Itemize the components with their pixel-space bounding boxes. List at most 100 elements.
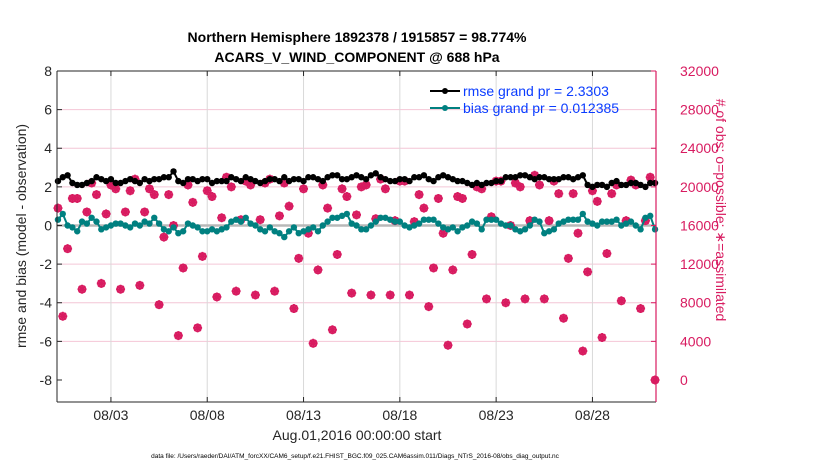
- rmse-point: [242, 174, 249, 181]
- obs-assimilated-marker: [462, 319, 472, 329]
- rmse-point: [420, 172, 428, 179]
- rmse-point: [372, 170, 379, 177]
- obs-count-point: [202, 186, 212, 196]
- bias-point: [473, 220, 481, 227]
- obs-count-point: [135, 280, 145, 290]
- bias-point: [401, 222, 408, 229]
- rmse-point: [117, 179, 124, 187]
- rmse-point: [237, 177, 245, 185]
- rmse-point: [589, 183, 596, 191]
- bias-point: [242, 214, 249, 221]
- obs-count-point: [294, 253, 304, 263]
- bias-point: [598, 218, 606, 225]
- rmse-point: [247, 175, 254, 183]
- grid: [57, 71, 656, 402]
- obs-assimilated-marker: [472, 182, 482, 192]
- rmse-point: [199, 175, 206, 183]
- y-tick-label-left: 0: [44, 217, 52, 233]
- bias-point: [637, 226, 644, 233]
- obs-assimilated-marker: [616, 296, 626, 306]
- bias-point: [613, 216, 620, 223]
- rmse-point: [271, 175, 278, 183]
- rmse-point: [449, 175, 457, 183]
- bias-point: [430, 216, 437, 223]
- rmse-point: [78, 181, 86, 189]
- obs-assimilated-marker: [352, 210, 361, 220]
- obs-assimilated-marker: [645, 172, 655, 182]
- bias-point: [237, 218, 245, 225]
- bias-point: [102, 224, 110, 231]
- rmse-point: [98, 175, 105, 183]
- obs-assimilated-marker: [453, 192, 463, 202]
- obs-count-point: [274, 211, 284, 221]
- rmse-point: [358, 174, 365, 181]
- x-tick-label: 08/23: [479, 407, 514, 423]
- rmse-point: [165, 174, 172, 181]
- obs-count-point: [255, 215, 265, 225]
- rmse-point: [155, 175, 163, 183]
- obs-assimilated-marker: [125, 186, 135, 196]
- rmse-point: [425, 175, 432, 183]
- rmse-point: [329, 172, 336, 179]
- bias-point: [555, 220, 562, 227]
- bias-point: [497, 220, 505, 227]
- bias-point: [285, 228, 293, 235]
- bias-point: [377, 214, 384, 221]
- obs-assimilated-marker: [438, 228, 448, 238]
- obs-assimilated-marker: [515, 182, 525, 192]
- bias-point: [454, 228, 461, 235]
- rmse-point: [598, 181, 606, 189]
- bias-point: [175, 230, 182, 237]
- obs-count-point: [207, 192, 217, 202]
- rmse-point: [439, 172, 447, 179]
- obs-assimilated-marker: [111, 184, 121, 194]
- rmse-point: [324, 174, 331, 181]
- rmse-point: [415, 174, 423, 181]
- bias-point: [179, 228, 187, 235]
- x-axis-label: Aug.01,2016 00:00:00 start: [273, 427, 442, 443]
- bias-point: [420, 216, 428, 223]
- obs-assimilated-marker: [583, 267, 593, 277]
- obs-assimilated-marker: [554, 189, 564, 199]
- obs-assimilated-marker: [217, 213, 227, 223]
- bias-point: [362, 226, 370, 233]
- bias-point: [69, 224, 76, 231]
- bias-point: [141, 218, 148, 225]
- bias-point: [387, 216, 394, 223]
- obs-count-point: [299, 184, 309, 194]
- obs-assimilated-marker: [409, 217, 419, 227]
- obs-assimilated-marker: [77, 284, 87, 294]
- obs-assimilated-marker: [366, 290, 376, 300]
- bias-point: [314, 228, 322, 235]
- obs-count-point: [554, 189, 564, 199]
- obs-assimilated-marker: [530, 170, 540, 180]
- rmse-point: [584, 181, 591, 189]
- rmse-point: [565, 174, 572, 181]
- obs-assimilated-marker: [636, 304, 646, 314]
- bias-point: [343, 210, 351, 218]
- obs-count-point: [308, 338, 318, 348]
- obs-assimilated-marker: [53, 203, 63, 213]
- obs-assimilated-marker: [597, 332, 607, 342]
- bias-point: [502, 222, 509, 229]
- rmse-point: [569, 175, 577, 183]
- bias-point: [170, 224, 177, 231]
- obs-assimilated-marker: [385, 290, 395, 300]
- bias-point: [256, 226, 264, 233]
- obs-assimilated-marker: [477, 184, 487, 194]
- y-tick-label-left: -2: [40, 256, 53, 272]
- obs-count-point: [144, 184, 154, 194]
- obs-count-point: [457, 193, 467, 203]
- bias-point: [281, 233, 288, 241]
- y-tick-label-right: 12000: [680, 256, 719, 272]
- obs-assimilated-marker: [534, 180, 544, 190]
- rmse-point: [555, 175, 562, 183]
- y-tick-label-left: -8: [40, 372, 53, 388]
- obs-assimilated-marker: [501, 298, 511, 308]
- obs-count-point: [520, 294, 530, 304]
- obs-assimilated-marker: [255, 215, 265, 225]
- rmse-point: [338, 175, 346, 183]
- rmse-point: [348, 174, 355, 181]
- rmse-point: [160, 174, 168, 181]
- obs-assimilated-marker: [342, 192, 352, 202]
